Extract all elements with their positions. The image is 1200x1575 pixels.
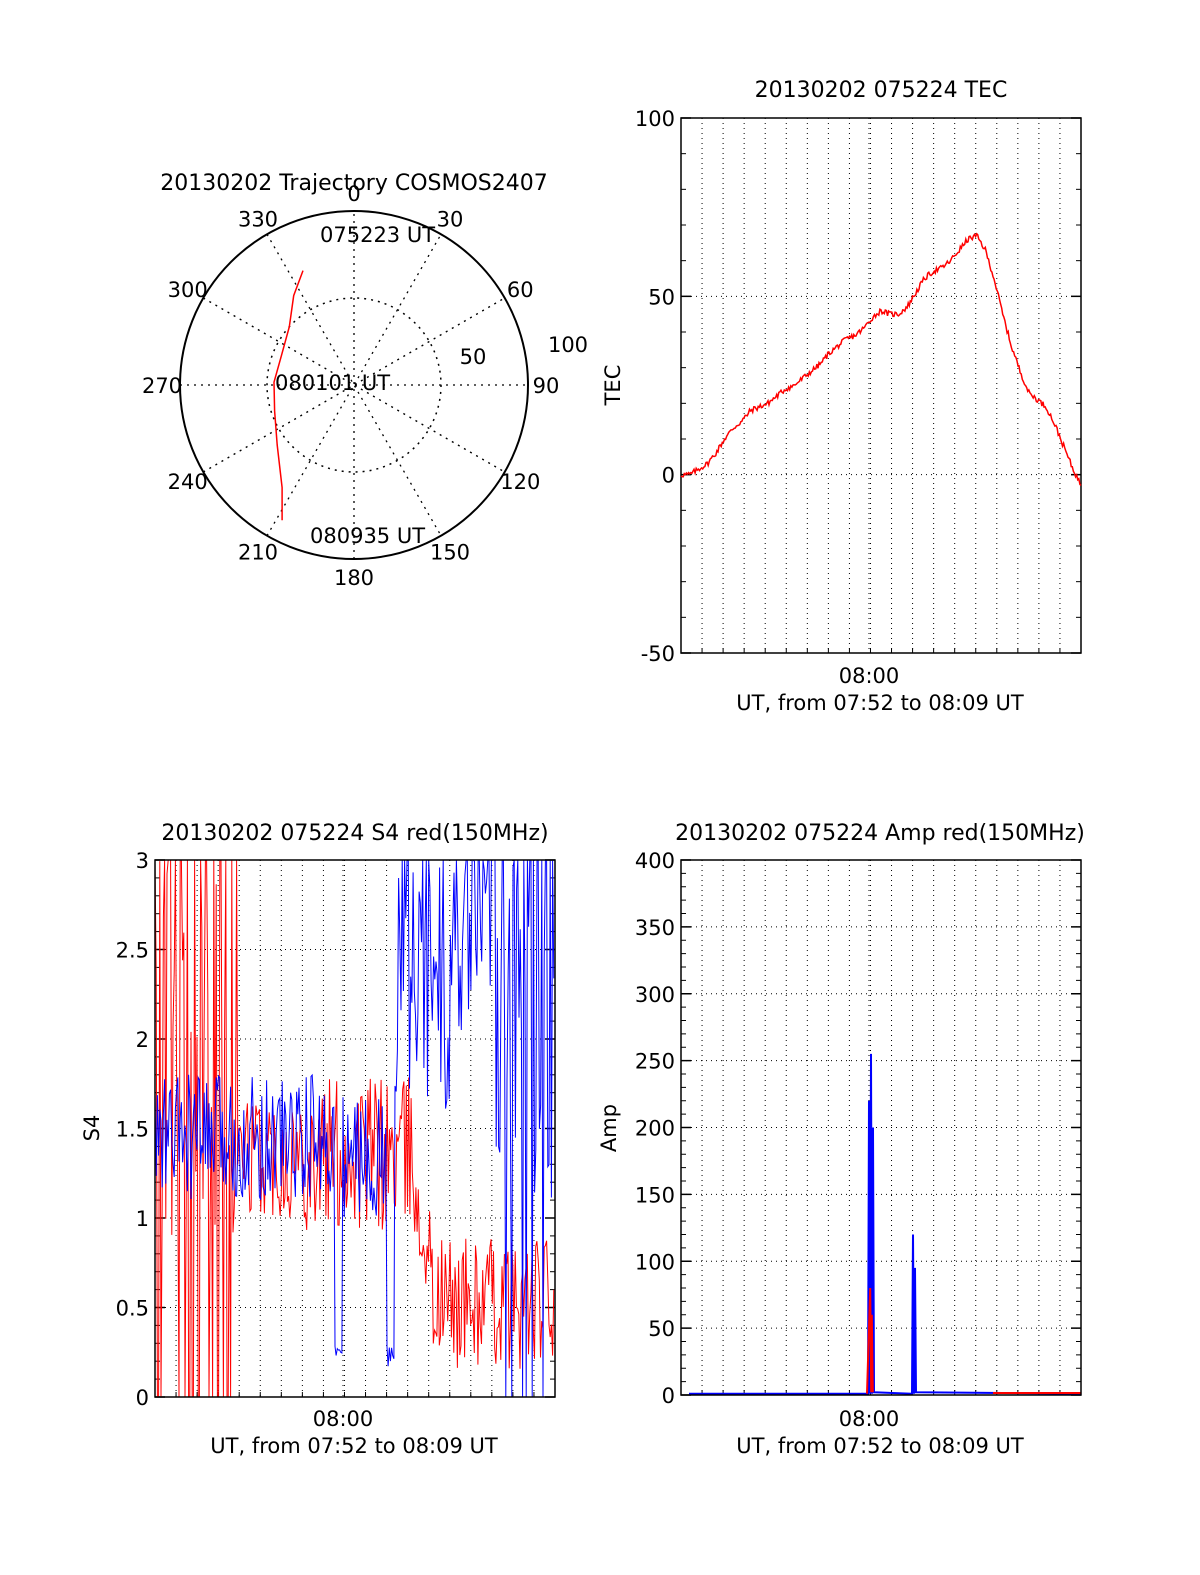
y-tick-label: 2 (136, 1028, 149, 1052)
azimuth-label: 180 (334, 566, 374, 590)
azimuth-label: 0 (347, 182, 360, 206)
s4-y-tick-labels: 0 0.5 1 1.5 2 2.5 3 (116, 849, 149, 1410)
trajectory-title: 20130202 Trajectory COSMOS2407 (160, 171, 547, 196)
tec-title: 20130202 075224 TEC (755, 78, 1008, 103)
amp-grid (680, 859, 1082, 1396)
y-tick-label: 0 (662, 464, 675, 488)
amp-axes-frame (680, 859, 1082, 1396)
azimuth-label: 300 (168, 278, 208, 302)
y-tick-label: 100 (635, 1250, 675, 1274)
amp-title: 20130202 075224 Amp red(150MHz) (675, 821, 1085, 846)
polar-spoke (202, 297, 506, 473)
azimuth-label: 210 (238, 540, 278, 564)
amp-plot: 20130202 075224 Amp red(150MHz) 0 50 100 15… (597, 821, 1085, 1458)
y-tick-label: 1 (136, 1207, 149, 1231)
amp-y-tick-labels: 0 50 100 150 200 250 300 350 400 (635, 849, 675, 1408)
s4-blue-series (154, 859, 555, 1398)
tec-y-tick-labels: -50 0 50 100 (635, 107, 675, 666)
azimuth-label: 240 (168, 470, 208, 494)
y-tick-label: 400 (635, 849, 675, 873)
tec-axes-frame (680, 117, 1082, 654)
s4-axes-frame (154, 859, 556, 1398)
azimuth-label: 150 (430, 540, 470, 564)
y-tick-label: 0.5 (116, 1297, 149, 1321)
azimuth-label: 270 (142, 374, 182, 398)
trajectory-line (273, 270, 304, 521)
trajectory-end-label: 080935 UT (310, 524, 425, 548)
tec-grid (680, 117, 1082, 654)
s4-xtick-label: 08:00 (313, 1407, 374, 1431)
y-tick-label: 1.5 (116, 1118, 149, 1142)
s4-xlabel: UT, from 07:52 to 08:09 UT (210, 1434, 498, 1458)
azimuth-label: 120 (500, 470, 540, 494)
radial-label-100: 100 (548, 333, 588, 357)
y-tick-label: 350 (635, 916, 675, 940)
tec-ylabel: TEC (601, 365, 625, 407)
y-tick-label: 0 (662, 1384, 675, 1408)
polar-spokes (180, 211, 528, 559)
y-tick-label: 300 (635, 983, 675, 1007)
amp-blue-series (689, 1053, 1082, 1395)
amp-xtick-label: 08:00 (839, 1407, 900, 1431)
s4-ylabel: S4 (80, 1115, 104, 1142)
trajectory-plot: 20130202 Trajectory COSMOS2407 0 30 60 90 12… (142, 171, 588, 590)
y-tick-label: -50 (641, 642, 675, 666)
y-tick-label: 50 (648, 285, 675, 309)
azimuth-label: 30 (437, 208, 464, 232)
trajectory-mid-label: 080101 UT (275, 371, 390, 395)
radial-label-50: 50 (460, 345, 487, 369)
azimuth-label: 60 (507, 278, 534, 302)
polar-azimuth-labels: 0 30 60 90 120 150 180 210 240 270 300 330 (142, 182, 559, 590)
amp-ylabel: Amp (597, 1104, 621, 1152)
y-tick-label: 50 (648, 1317, 675, 1341)
y-tick-label: 150 (635, 1183, 675, 1207)
polar-spoke (266, 233, 442, 537)
azimuth-label: 330 (238, 208, 278, 232)
polar-spoke (202, 297, 506, 473)
azimuth-label: 90 (533, 374, 560, 398)
red-series-path (154, 859, 555, 1398)
s4-title: 20130202 075224 S4 red(150MHz) (161, 821, 548, 846)
y-tick-label: 2.5 (116, 939, 149, 963)
s4-plot: 20130202 075224 S4 red(150MHz) 0 0.5 1 1.5 2… (80, 821, 556, 1458)
tec-xlabel: UT, from 07:52 to 08:09 UT (736, 691, 1024, 715)
polar-spoke (266, 233, 442, 537)
blue-series-path (154, 859, 555, 1398)
s4-red-series (154, 859, 555, 1398)
tec-series-line (680, 232, 1082, 486)
amp-red-series (866, 1287, 1081, 1394)
y-tick-label: 100 (635, 107, 675, 131)
trajectory-start-label: 075223 UT (320, 223, 435, 247)
y-tick-label: 0 (136, 1386, 149, 1410)
y-tick-label: 3 (136, 849, 149, 873)
y-tick-label: 250 (635, 1050, 675, 1074)
amp-xlabel: UT, from 07:52 to 08:09 UT (736, 1434, 1024, 1458)
y-tick-label: 200 (635, 1117, 675, 1141)
tec-xtick-label: 08:00 (839, 664, 900, 688)
